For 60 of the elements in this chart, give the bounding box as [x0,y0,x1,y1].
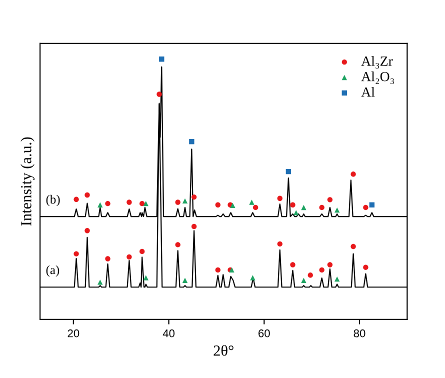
point [277,196,282,201]
point [182,198,188,204]
point [293,210,299,216]
point [230,202,236,208]
point [350,172,356,177]
point [290,262,296,268]
point [98,280,103,285]
point [143,275,148,280]
point [98,202,103,208]
point [189,139,194,144]
point [175,200,180,205]
point [301,204,306,210]
point [74,196,79,202]
point [334,207,340,213]
point [159,56,164,62]
point [84,228,90,234]
point [252,204,258,210]
point [175,242,180,248]
point [327,197,333,202]
point [277,241,282,247]
x-axis-title: 2θ° [214,344,234,356]
x-tick-label: 40 [162,329,175,338]
legend-label: Al₃Zr [361,56,393,69]
point [143,200,148,206]
x-tick-label: 60 [258,329,270,338]
point [215,267,220,273]
point [74,251,79,256]
point [126,200,132,205]
point [301,278,306,283]
point [139,200,145,206]
point [215,202,220,208]
legend-label: Al₂O₃ [361,72,394,84]
point [319,204,324,210]
series-label: (a) [46,265,60,277]
series-label: (b) [46,194,60,206]
point [363,204,368,210]
point [369,202,374,208]
point [105,200,110,206]
point [363,264,368,270]
point [286,168,292,174]
point [327,262,333,268]
point [319,267,324,273]
point [308,272,313,278]
point [105,256,110,262]
x-tick-label: 20 [68,329,80,338]
y-axis-title: Intensity (a.u.) [20,137,34,226]
legend-label: Al [361,86,375,97]
point [126,254,132,260]
point [191,224,197,230]
point [350,244,356,250]
point [156,92,162,97]
point [250,275,256,280]
point [249,200,254,205]
point [139,248,145,254]
point [334,276,340,282]
point [290,202,296,208]
point [191,194,197,200]
x-tick-label: 80 [354,329,366,338]
point [84,192,90,198]
point [182,278,188,283]
